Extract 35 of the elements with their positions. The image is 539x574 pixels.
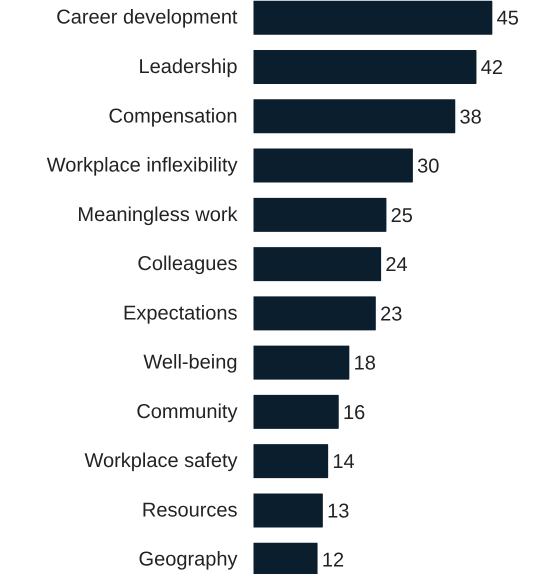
data-label: 38 [460, 106, 482, 128]
data-label: 18 [354, 352, 376, 375]
y-tick-label: Colleagues [137, 253, 238, 276]
data-label: 45 [496, 8, 519, 30]
data-label: 12 [322, 550, 344, 572]
y-tick-label: Geography [138, 548, 238, 571]
bar [254, 198, 386, 232]
data-label: 25 [390, 204, 413, 227]
data-label: 30 [417, 156, 440, 178]
bar [254, 346, 350, 380]
y-tick-label: Workplace safety [84, 450, 238, 472]
bar [254, 493, 323, 528]
bar [254, 99, 456, 134]
data-label: 13 [327, 500, 350, 522]
data-label: 23 [380, 303, 402, 326]
y-tick-label: Career development [56, 6, 238, 29]
y-tick-label: Compensation [108, 105, 238, 128]
bar [254, 247, 382, 282]
bar [254, 50, 476, 84]
y-tick-label: Meaningless work [77, 204, 238, 226]
data-label: 24 [385, 254, 408, 276]
y-tick-label: Community [136, 400, 238, 423]
y-tick-label: Workplace inflexibility [46, 154, 238, 177]
y-tick-label: Well-being [143, 352, 238, 374]
bar [254, 0, 492, 35]
data-label: 42 [480, 57, 503, 80]
bar [254, 394, 339, 429]
y-tick-label: Resources [142, 499, 238, 522]
bar [254, 444, 328, 478]
data-label: 16 [343, 402, 366, 424]
y-tick-label: Leadership [138, 56, 238, 78]
y-tick-label: Expectations [122, 302, 238, 324]
bar [254, 148, 413, 183]
data-label: 14 [332, 451, 355, 474]
bar [254, 296, 376, 330]
